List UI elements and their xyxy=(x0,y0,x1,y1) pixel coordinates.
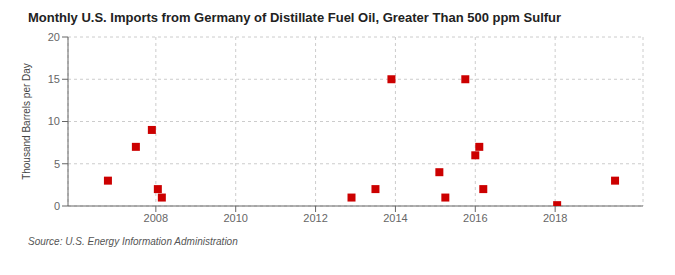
html-text:Monthly U.S. Imports from Germ: Monthly U.S. Imports from Germany of Dis… xyxy=(28,10,562,25)
html-text:Source: U.S. Energy Informatio: Source: U.S. Energy Information Administ… xyxy=(28,236,238,247)
svg-text:20: 20 xyxy=(48,31,60,43)
svg-text:2014: 2014 xyxy=(383,212,407,224)
svg-text:2008: 2008 xyxy=(144,212,168,224)
svg-text:2016: 2016 xyxy=(463,212,487,224)
svg-text:15: 15 xyxy=(48,73,60,85)
svg-text:2012: 2012 xyxy=(303,212,327,224)
svg-text:0: 0 xyxy=(54,200,60,212)
svg-text:10: 10 xyxy=(48,115,60,127)
svg-text:2018: 2018 xyxy=(543,212,567,224)
svg-text:Thousand Barrels per Day: Thousand Barrels per Day xyxy=(21,63,32,180)
svg-text:2010: 2010 xyxy=(223,212,247,224)
svg-text:5: 5 xyxy=(54,158,60,170)
